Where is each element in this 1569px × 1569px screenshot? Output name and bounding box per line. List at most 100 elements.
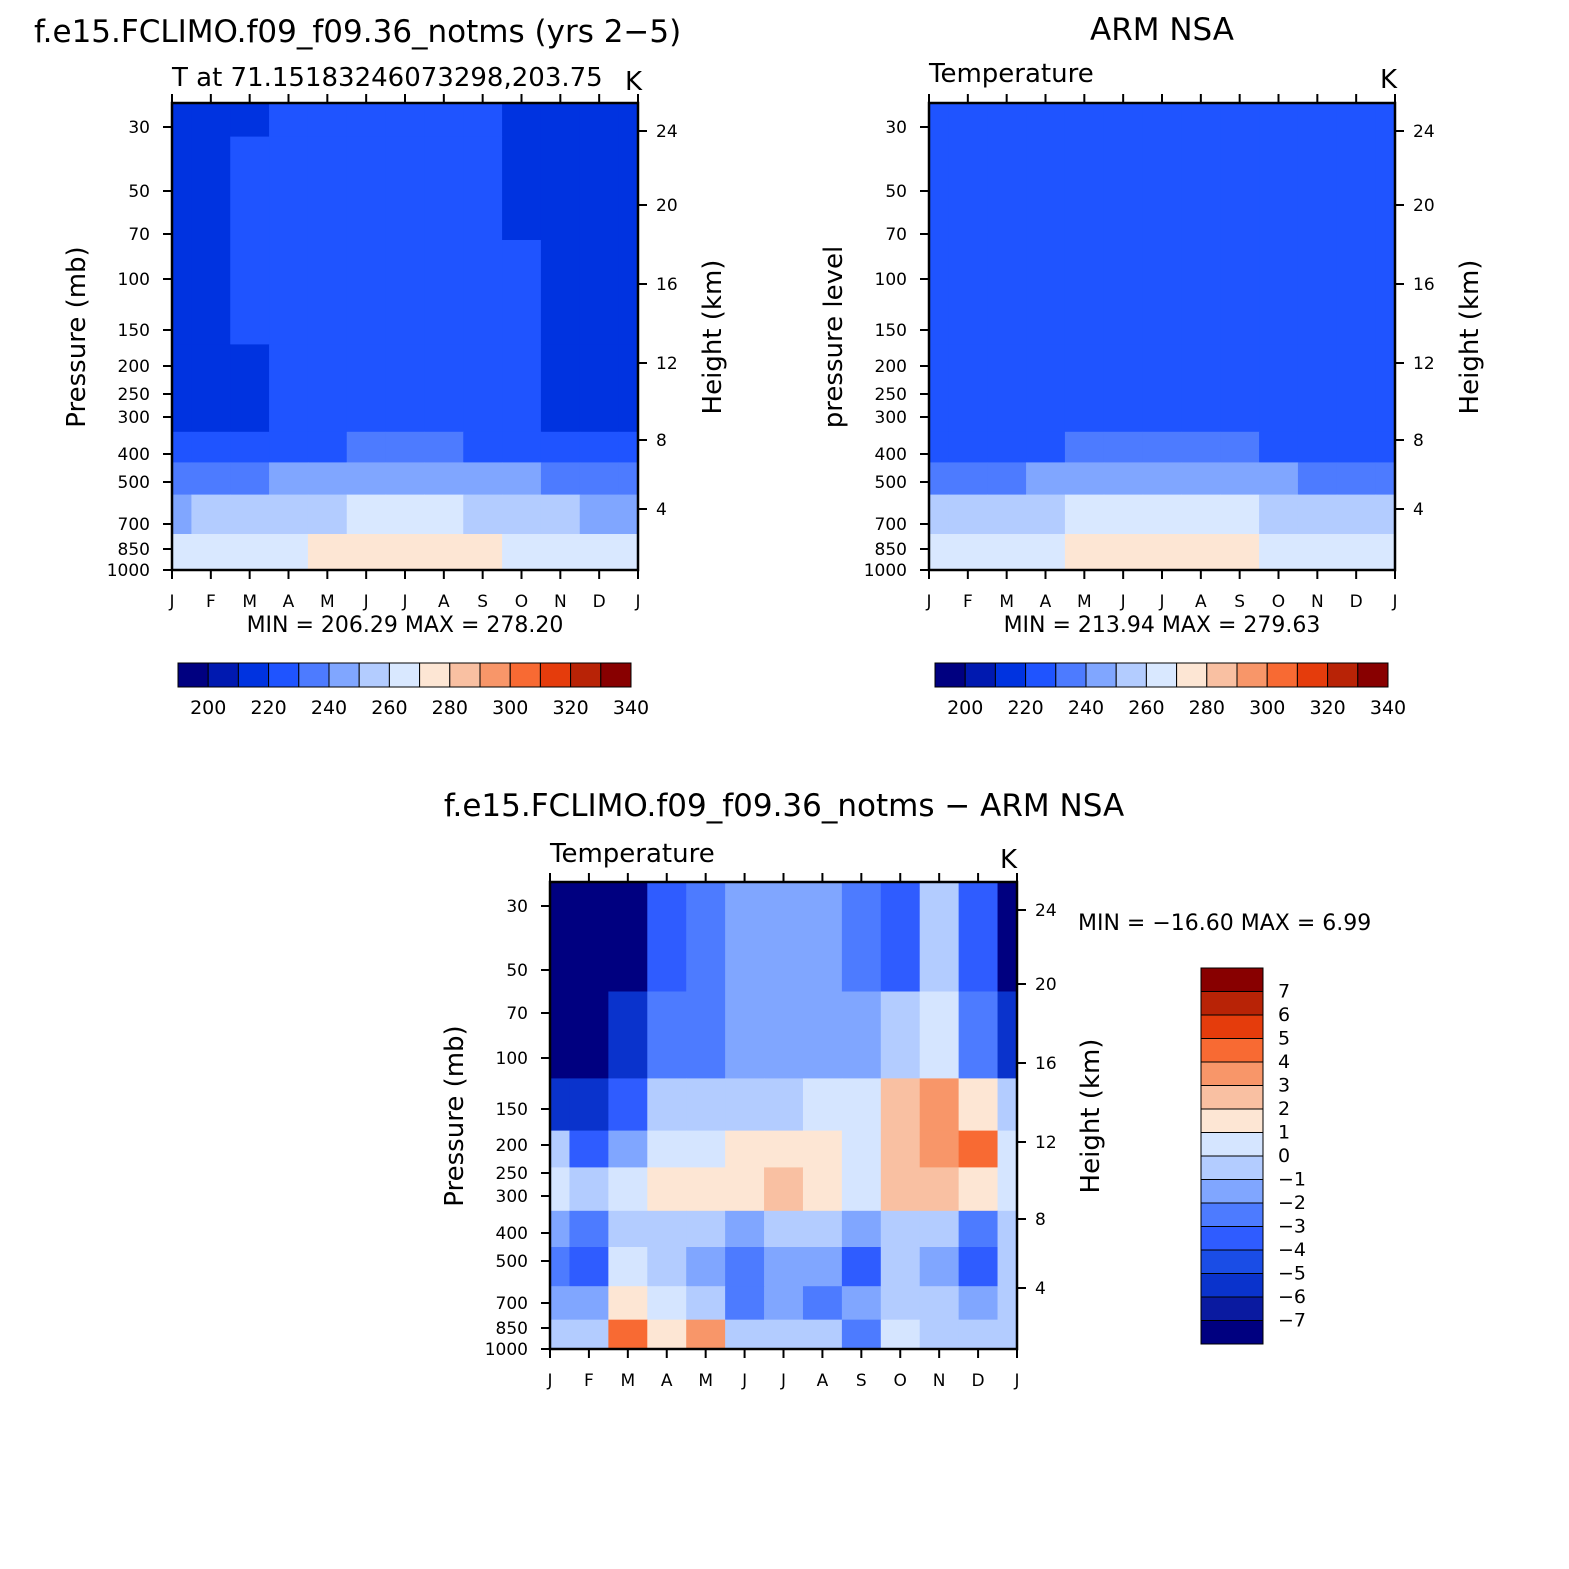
- colorbar-label: 7: [1278, 981, 1290, 1003]
- contour-cell: [191, 344, 231, 433]
- colorbar-box: [1200, 1155, 1264, 1180]
- units-label: K: [625, 67, 643, 97]
- contour-cell: [802, 1078, 843, 1132]
- colorbar-label: 240: [311, 697, 347, 719]
- x-tick-label: M: [620, 1371, 635, 1391]
- y-tick-label: 30: [128, 118, 150, 138]
- contour-cell: [1064, 103, 1105, 345]
- contour-cell: [191, 240, 231, 345]
- contour-cell: [550, 1247, 571, 1287]
- height-tick-label: 8: [1413, 431, 1424, 451]
- contour-cell: [725, 1319, 765, 1350]
- contour-cell: [579, 534, 620, 571]
- contour-cell: [647, 1247, 687, 1287]
- contour-cell: [172, 462, 193, 496]
- contour-cell: [172, 494, 193, 535]
- contour-cell: [424, 494, 464, 535]
- colorbar-box: [539, 662, 572, 688]
- contour-cell: [502, 431, 542, 463]
- contour-cell: [725, 882, 765, 993]
- contour-cell: [841, 991, 882, 1079]
- contour-cell: [540, 494, 581, 535]
- contour-cell: [618, 462, 639, 496]
- contour-cell: [841, 1167, 882, 1212]
- contour-cell: [686, 882, 726, 993]
- contour-cell: [948, 534, 988, 571]
- contour-cell: [919, 1167, 960, 1212]
- y-tick-label: 400: [118, 445, 150, 465]
- colorbar-label: 240: [1068, 697, 1104, 719]
- x-tick-label: J: [741, 1371, 747, 1391]
- y-tick-label: 850: [118, 540, 150, 560]
- contour-cell: [958, 882, 999, 993]
- contour-cell: [230, 136, 270, 241]
- contour-cell: [841, 882, 882, 993]
- x-tick-label: N: [1311, 592, 1324, 612]
- contour-cell: [385, 240, 426, 345]
- contour-cell: [686, 1210, 726, 1248]
- contour-cell: [230, 240, 270, 345]
- contour-cell: [919, 1247, 960, 1287]
- x-tick-label: A: [1040, 592, 1052, 612]
- y-tick-label: 30: [506, 897, 528, 917]
- contour-cell: [1336, 462, 1377, 496]
- contour-cell: [172, 431, 193, 463]
- colorbar-box: [934, 662, 966, 688]
- colorbar-box: [419, 662, 451, 688]
- contour-cell: [1026, 494, 1066, 535]
- contour-cell: [647, 1286, 687, 1321]
- height-tick-label: 20: [656, 196, 678, 216]
- contour-cell: [463, 103, 503, 138]
- contour-cell: [1220, 494, 1260, 535]
- height-tick-label: 16: [1413, 275, 1435, 295]
- contour-cell: [1026, 431, 1066, 463]
- contour-cell: [1103, 344, 1144, 433]
- contour-cell: [686, 1319, 726, 1350]
- contour-cell: [569, 991, 609, 1079]
- colorbar-box: [1115, 662, 1147, 688]
- height-tick-label: 20: [1035, 975, 1057, 995]
- contour-cell: [1220, 431, 1260, 463]
- colorbar-label: 320: [1309, 697, 1345, 719]
- contour-cell: [880, 991, 921, 1079]
- contour-cell: [608, 991, 648, 1079]
- contour-cell: [1064, 344, 1105, 433]
- colorbar-box: [1200, 1038, 1264, 1063]
- height-tick-label: 16: [656, 275, 678, 295]
- x-tick-label: A: [661, 1371, 673, 1391]
- contour-cell: [987, 462, 1027, 496]
- x-tick-label: M: [1077, 592, 1092, 612]
- colorbar-box: [1236, 662, 1268, 688]
- contour-cell: [1336, 494, 1377, 535]
- contour-cell: [502, 240, 542, 345]
- contour-cell: [764, 1319, 804, 1350]
- contour-cell: [958, 1078, 999, 1132]
- contour-cell: [230, 431, 270, 463]
- contour-cell: [802, 1167, 843, 1212]
- y-tick-label: 200: [118, 357, 150, 377]
- colorbar-box: [600, 662, 632, 688]
- contour-cell: [346, 103, 387, 138]
- contour-cell: [1181, 431, 1221, 463]
- y-tick-label: 400: [875, 445, 907, 465]
- colorbar-label: 5: [1278, 1028, 1290, 1050]
- colorbar-box: [177, 662, 209, 688]
- y-axis-label-pressure: Pressure (mb): [440, 1025, 470, 1206]
- plot-axes: J F M A M J J A S O N D J 30 50 70 100 150 200 250 300 400 500…: [864, 94, 1435, 612]
- colorbar-box: [1200, 1202, 1264, 1227]
- contour-plot: [172, 103, 639, 571]
- x-tick-label: D: [593, 592, 606, 612]
- contour-cell: [385, 344, 426, 433]
- contour-cell: [1297, 103, 1338, 345]
- contour-cell: [579, 240, 620, 345]
- colorbar-label: 1: [1278, 1122, 1290, 1144]
- contour-cell: [608, 1286, 648, 1321]
- contour-cell: [1181, 344, 1221, 433]
- contour-cell: [540, 534, 581, 571]
- contour-cell: [502, 534, 542, 571]
- colorbar-box: [479, 662, 511, 688]
- contour-cell: [608, 882, 648, 993]
- contour-cell: [997, 1319, 1018, 1350]
- contour-cell: [502, 462, 542, 496]
- contour-cell: [1375, 431, 1396, 463]
